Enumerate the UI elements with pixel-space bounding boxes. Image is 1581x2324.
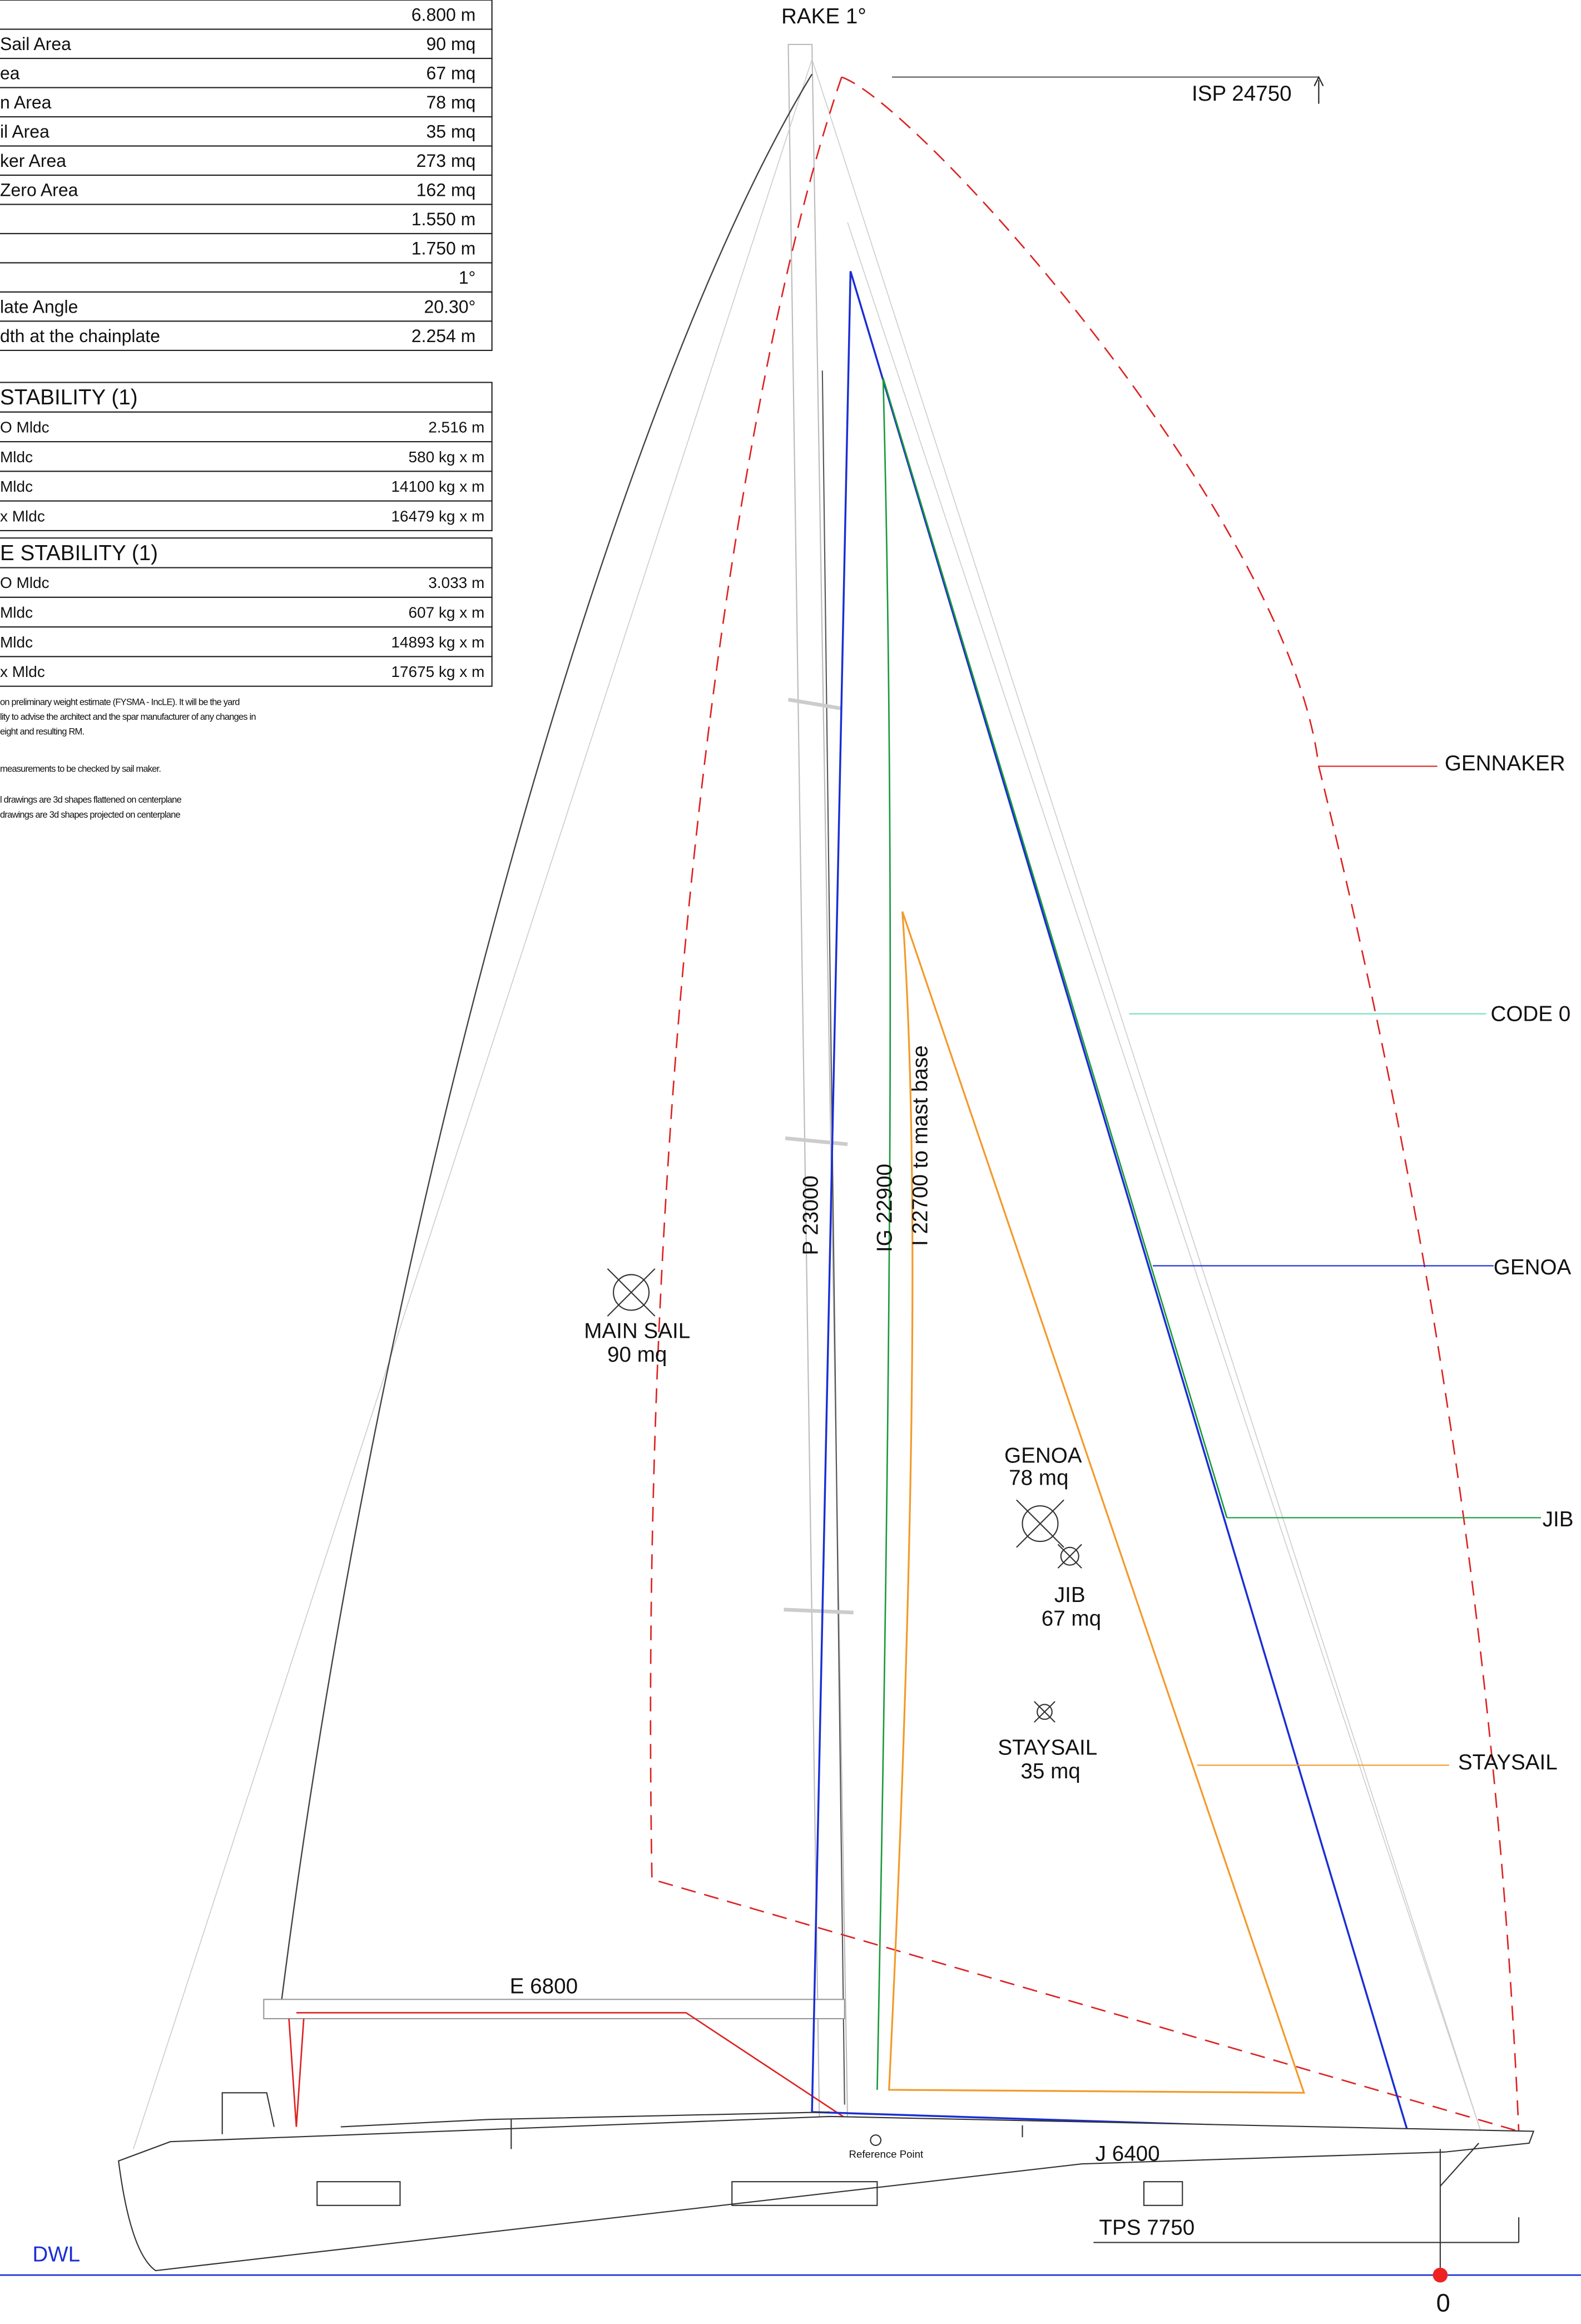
genoa-tag: GENOA [1494,1255,1572,1279]
main-sail-name: MAIN SAIL [584,1319,690,1343]
row-value: 35 mq [426,121,475,141]
table-row [0,291,493,322]
row-label: Mldc [0,634,33,651]
row-value: 17675 kg x m [391,663,484,680]
table-title: E STABILITY (1) [0,541,158,565]
genoa-area: 78 mq [1009,1466,1068,1490]
table-row [0,626,493,657]
staysail-name: STAYSAIL [998,1735,1097,1759]
row-value: 78 mq [426,92,475,112]
note: lity to advise the architect and the spa… [0,712,256,722]
tps-label: TPS 7750 [1099,2216,1195,2240]
row-label: ea [0,63,20,83]
table-row [0,87,493,118]
reference-point-label: Reference Point [849,2148,924,2160]
row-label: il Area [0,121,49,141]
tables: 6.800 m Sail Area 90 mq ea 67 mq n Area 78 mq i… [0,0,493,820]
row-value: 1.750 m [412,238,476,258]
staysail-outline [888,911,1305,2094]
origin-label: 0 [1436,2288,1450,2317]
e-label: E 6800 [510,1974,578,1998]
row-label: x Mldc [0,663,45,680]
row-value: 1.550 m [412,209,476,229]
rig [133,43,1483,2149]
row-label: late Angle [0,296,78,317]
row-label: Mldc [0,604,33,621]
isp-label: ISP 24750 [1192,82,1292,106]
jib-area: 67 mq [1042,1607,1101,1631]
ig-label: IG 22900 [873,1164,897,1252]
table-row [0,656,493,687]
gennaker-outline [650,76,1520,2132]
hull [117,2092,1535,2272]
table-row [0,28,493,60]
row-label: ker Area [0,151,66,171]
row-label: dth at the chainplate [0,326,160,346]
row-value: 14893 kg x m [391,634,484,651]
row-label: n Area [0,92,52,112]
table-row [0,411,493,443]
row-value: 90 mq [426,34,475,54]
j-label: J 6400 [1096,2142,1160,2165]
row-value: 162 mq [417,180,476,200]
genoa-outline [811,271,1409,2133]
table-row [0,174,493,205]
dwl-label: DWL [32,2243,80,2267]
row-value: 607 kg x m [408,604,484,621]
table-row [0,471,493,502]
jib-outline [876,378,1228,2090]
table-row [0,145,493,176]
note: on preliminary weight estimate (FYSMA - … [0,697,240,707]
row-label: Zero Area [0,180,78,200]
row-label: Sail Area [0,34,71,54]
table-row [0,116,493,147]
row-value: 2.254 m [412,326,476,346]
code0-tag: CODE 0 [1490,1002,1570,1026]
row-label: Mldc [0,448,33,466]
table-row [0,233,493,264]
row-value: 2.516 m [428,418,484,436]
table-row [0,567,493,598]
table-title-box [0,537,493,568]
genoa-name: GENOA [1004,1443,1082,1467]
row-value: 580 kg x m [408,448,484,466]
jib-tag: JIB [1543,1507,1574,1531]
table-row [0,596,493,628]
jib-name: JIB [1054,1583,1086,1607]
table-title: STABILITY (1) [0,385,138,409]
row-value: 273 mq [417,151,476,171]
gennaker-tag: GENNAKER [1445,751,1565,775]
table-row [0,57,493,88]
table-row [0,320,493,351]
staysail-area: 35 mq [1020,1759,1080,1783]
note: l drawings are 3d shapes flattened on ce… [0,795,182,805]
rake-label: RAKE 1° [781,4,866,28]
row-value: 3.033 m [428,574,484,591]
row-value: 67 mq [426,63,475,83]
row-value: 16479 kg x m [391,507,484,525]
row-value: 14100 kg x m [391,478,484,495]
note: drawings are 3d shapes projected on cent… [0,810,180,820]
main-sail-area: 90 mq [607,1343,667,1367]
row-label: Mldc [0,478,33,495]
row-label: O Mldc [0,574,49,591]
note: measurements to be checked by sail maker… [0,764,161,774]
row-value: 1° [459,268,476,288]
row-value: 6.800 m [412,4,476,24]
table-row [0,441,493,472]
note: eight and resulting RM. [0,727,85,737]
table-title-box [0,382,493,413]
i-label: I 22700 to mast base [909,1045,933,1246]
origin-marker [1433,2267,1448,2283]
staysail-tag: STAYSAIL [1458,1751,1558,1774]
row-label: O Mldc [0,418,49,436]
row-value: 20.30° [424,296,476,317]
table-row [0,0,493,30]
table-row [0,262,493,293]
p-label: P 23000 [799,1175,822,1255]
row-label: x Mldc [0,507,45,525]
table-row [0,500,493,531]
table-row [0,204,493,235]
